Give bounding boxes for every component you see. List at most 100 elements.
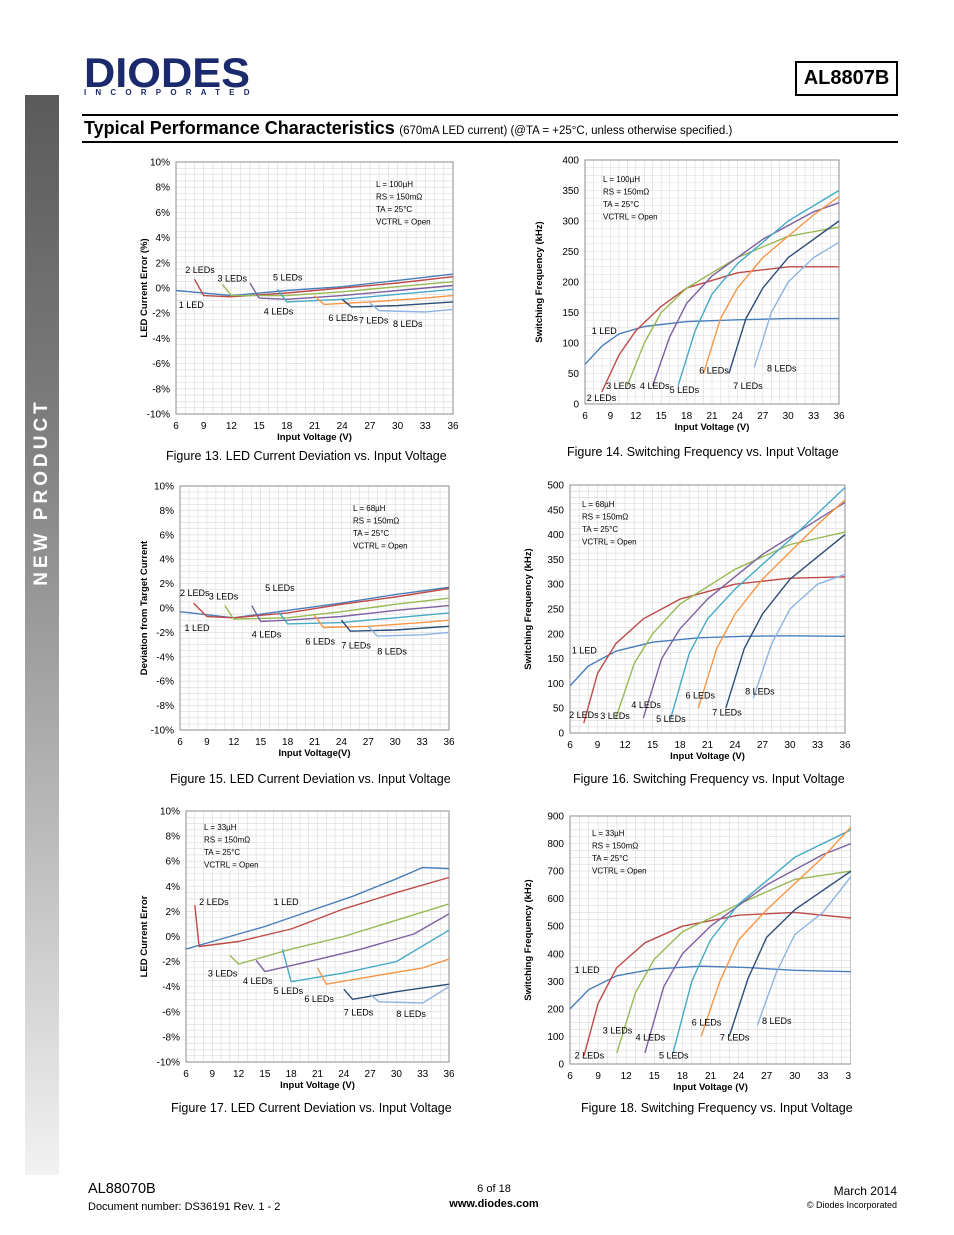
condition-label: TA = 25°C — [603, 200, 639, 209]
header-rule — [82, 114, 898, 116]
series-label: 6 LEDs — [686, 690, 716, 700]
series-line-7-leds — [728, 220, 840, 374]
y-tick-label: 0 — [558, 729, 564, 740]
x-tick-label: 36 — [845, 1071, 851, 1082]
y-tick-label: -8% — [152, 384, 170, 395]
series-label: 2 LEDs — [180, 588, 210, 598]
x-tick-label: 36 — [833, 411, 845, 422]
section-title-sub: (670mA LED current) (@TA = +25°C, unless… — [399, 125, 733, 137]
y-tick-label: 400 — [547, 530, 564, 541]
series-label: 8 LEDs — [393, 319, 423, 329]
series-label: 6 LEDs — [304, 994, 334, 1004]
y-tick-label: 300 — [547, 580, 564, 591]
series-label: 7 LEDs — [720, 1033, 750, 1043]
x-tick-label: 12 — [228, 737, 240, 748]
series-line-5-leds — [281, 929, 450, 983]
y-tick-label: -2% — [152, 309, 170, 320]
y-tick-label: 200 — [547, 629, 564, 640]
x-tick-label: 18 — [282, 737, 294, 748]
series-line-7-leds — [728, 870, 851, 1037]
x-tick-label: 6 — [173, 421, 179, 432]
x-tick-label: 30 — [783, 411, 795, 422]
series-label: 2 LEDs — [199, 897, 229, 907]
x-tick-label: 33 — [812, 740, 824, 751]
condition-label: L = 68µH — [353, 504, 386, 513]
plot-frame — [185, 810, 450, 1063]
y-tick-label: 450 — [547, 505, 564, 516]
series-line-4-leds — [255, 913, 450, 973]
y-tick-label: -2% — [162, 957, 180, 968]
y-tick-label: 6% — [160, 530, 175, 541]
series-line-6-leds — [314, 294, 454, 306]
series-label: 5 LEDs — [659, 1050, 689, 1060]
y-tick-label: 2% — [166, 907, 181, 918]
x-tick-label: 21 — [702, 740, 714, 751]
chart-fig16: 0 50 100 150 200 250 300 350 400 450 500 6 9 12 15 18 21… — [523, 481, 851, 763]
y-tick-label: 6% — [156, 208, 171, 219]
x-tick-label: 24 — [336, 737, 348, 748]
series-label: 4 LEDs — [264, 306, 294, 316]
logo-subtitle: INCORPORATED — [84, 88, 259, 97]
y-tick-label: -6% — [156, 677, 174, 688]
series-line-3-leds — [229, 903, 450, 965]
plot-frame — [569, 815, 851, 1065]
y-axis-title: Switching Frequency (kHz) — [534, 221, 545, 342]
y-tick-label: 4% — [166, 882, 181, 893]
series-line-1-led — [175, 273, 454, 297]
series-label: 5 LEDs — [273, 272, 303, 282]
y-tick-label: 0% — [160, 604, 175, 615]
series-label: 1 LED — [274, 897, 300, 907]
x-tick-label: 33 — [417, 737, 429, 748]
y-tick-label: -4% — [156, 652, 174, 663]
x-tick-label: 15 — [254, 421, 266, 432]
footer-url[interactable]: www.diodes.com — [449, 1198, 539, 1210]
series-line-7-leds — [343, 983, 450, 1000]
x-tick-label: 6 — [177, 737, 183, 748]
series-label: 5 LEDs — [274, 986, 304, 996]
plot-frame — [584, 159, 840, 405]
series-label: 8 LEDs — [396, 1009, 426, 1019]
y-tick-label: -10% — [151, 726, 174, 737]
y-tick-label: 10% — [150, 158, 170, 169]
series-label: 7 LEDs — [344, 1008, 374, 1018]
x-tick-label: 15 — [255, 737, 267, 748]
condition-label: L = 33µH — [592, 829, 625, 838]
caption-fig17: Figure 17. LED Current Deviation vs. Inp… — [171, 1101, 452, 1115]
series-label: 6 LEDs — [306, 637, 336, 647]
y-axis-title: LED Current Error (%) — [139, 238, 150, 337]
series-line-2-leds — [583, 576, 846, 724]
series-label: 7 LEDs — [733, 381, 763, 391]
y-tick-label: -10% — [147, 410, 170, 421]
x-axis-title: Input Voltage (V) — [277, 432, 352, 443]
y-tick-label: 350 — [562, 186, 579, 197]
section-rule — [82, 141, 898, 143]
x-tick-label: 9 — [608, 411, 614, 422]
plot-frame — [175, 161, 454, 415]
condition-label: L = 100µH — [376, 180, 413, 189]
x-tick-label: 36 — [839, 740, 851, 751]
x-axis-title: Input Voltage (V) — [675, 422, 750, 433]
series-label: 3 LEDs — [600, 711, 630, 721]
footer-copyright: © Diodes Incorporated — [806, 1200, 897, 1210]
series-line-8-leds — [753, 241, 840, 368]
series-label: 2 LEDs — [587, 393, 617, 403]
x-tick-label: 24 — [733, 1071, 745, 1082]
x-tick-label: 9 — [595, 740, 601, 751]
y-tick-label: -6% — [162, 1007, 180, 1018]
x-tick-label: 18 — [286, 1069, 298, 1080]
series-line-5-leds — [672, 829, 851, 1054]
x-tick-label: 21 — [706, 411, 718, 422]
y-tick-label: 0% — [156, 284, 171, 295]
series-label: 2 LEDs — [575, 1050, 605, 1060]
series-label: 8 LEDs — [767, 364, 797, 374]
series-line-1-led — [569, 635, 846, 687]
x-tick-label: 9 — [201, 421, 207, 432]
y-tick-label: 350 — [547, 555, 564, 566]
x-axis-title: Input Voltage (V) — [280, 1080, 355, 1091]
series-label: 3 LEDs — [606, 381, 636, 391]
diodes-logo-icon: DIODES — [84, 49, 250, 96]
chart-fig18: 0 100 200 300 400 500 600 700 800 900 6 9 12 15 18 21 24… — [523, 812, 851, 1093]
x-tick-label: 12 — [619, 740, 631, 751]
series-label: 6 LEDs — [692, 1017, 722, 1027]
y-tick-label: 0 — [558, 1060, 564, 1071]
